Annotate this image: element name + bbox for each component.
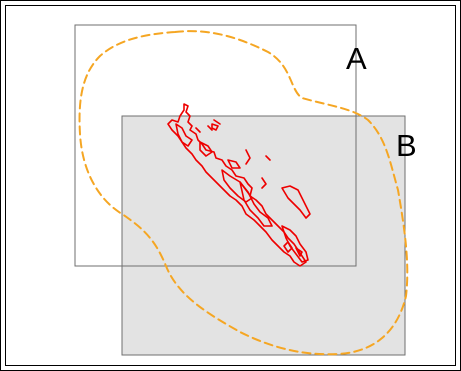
extent-box-b xyxy=(121,115,406,356)
box-b-label: B xyxy=(396,128,417,163)
extent-box-a xyxy=(74,24,357,267)
buffer-outline xyxy=(78,30,409,356)
box-a-label: A xyxy=(346,41,367,76)
coastline-shape xyxy=(167,103,311,267)
